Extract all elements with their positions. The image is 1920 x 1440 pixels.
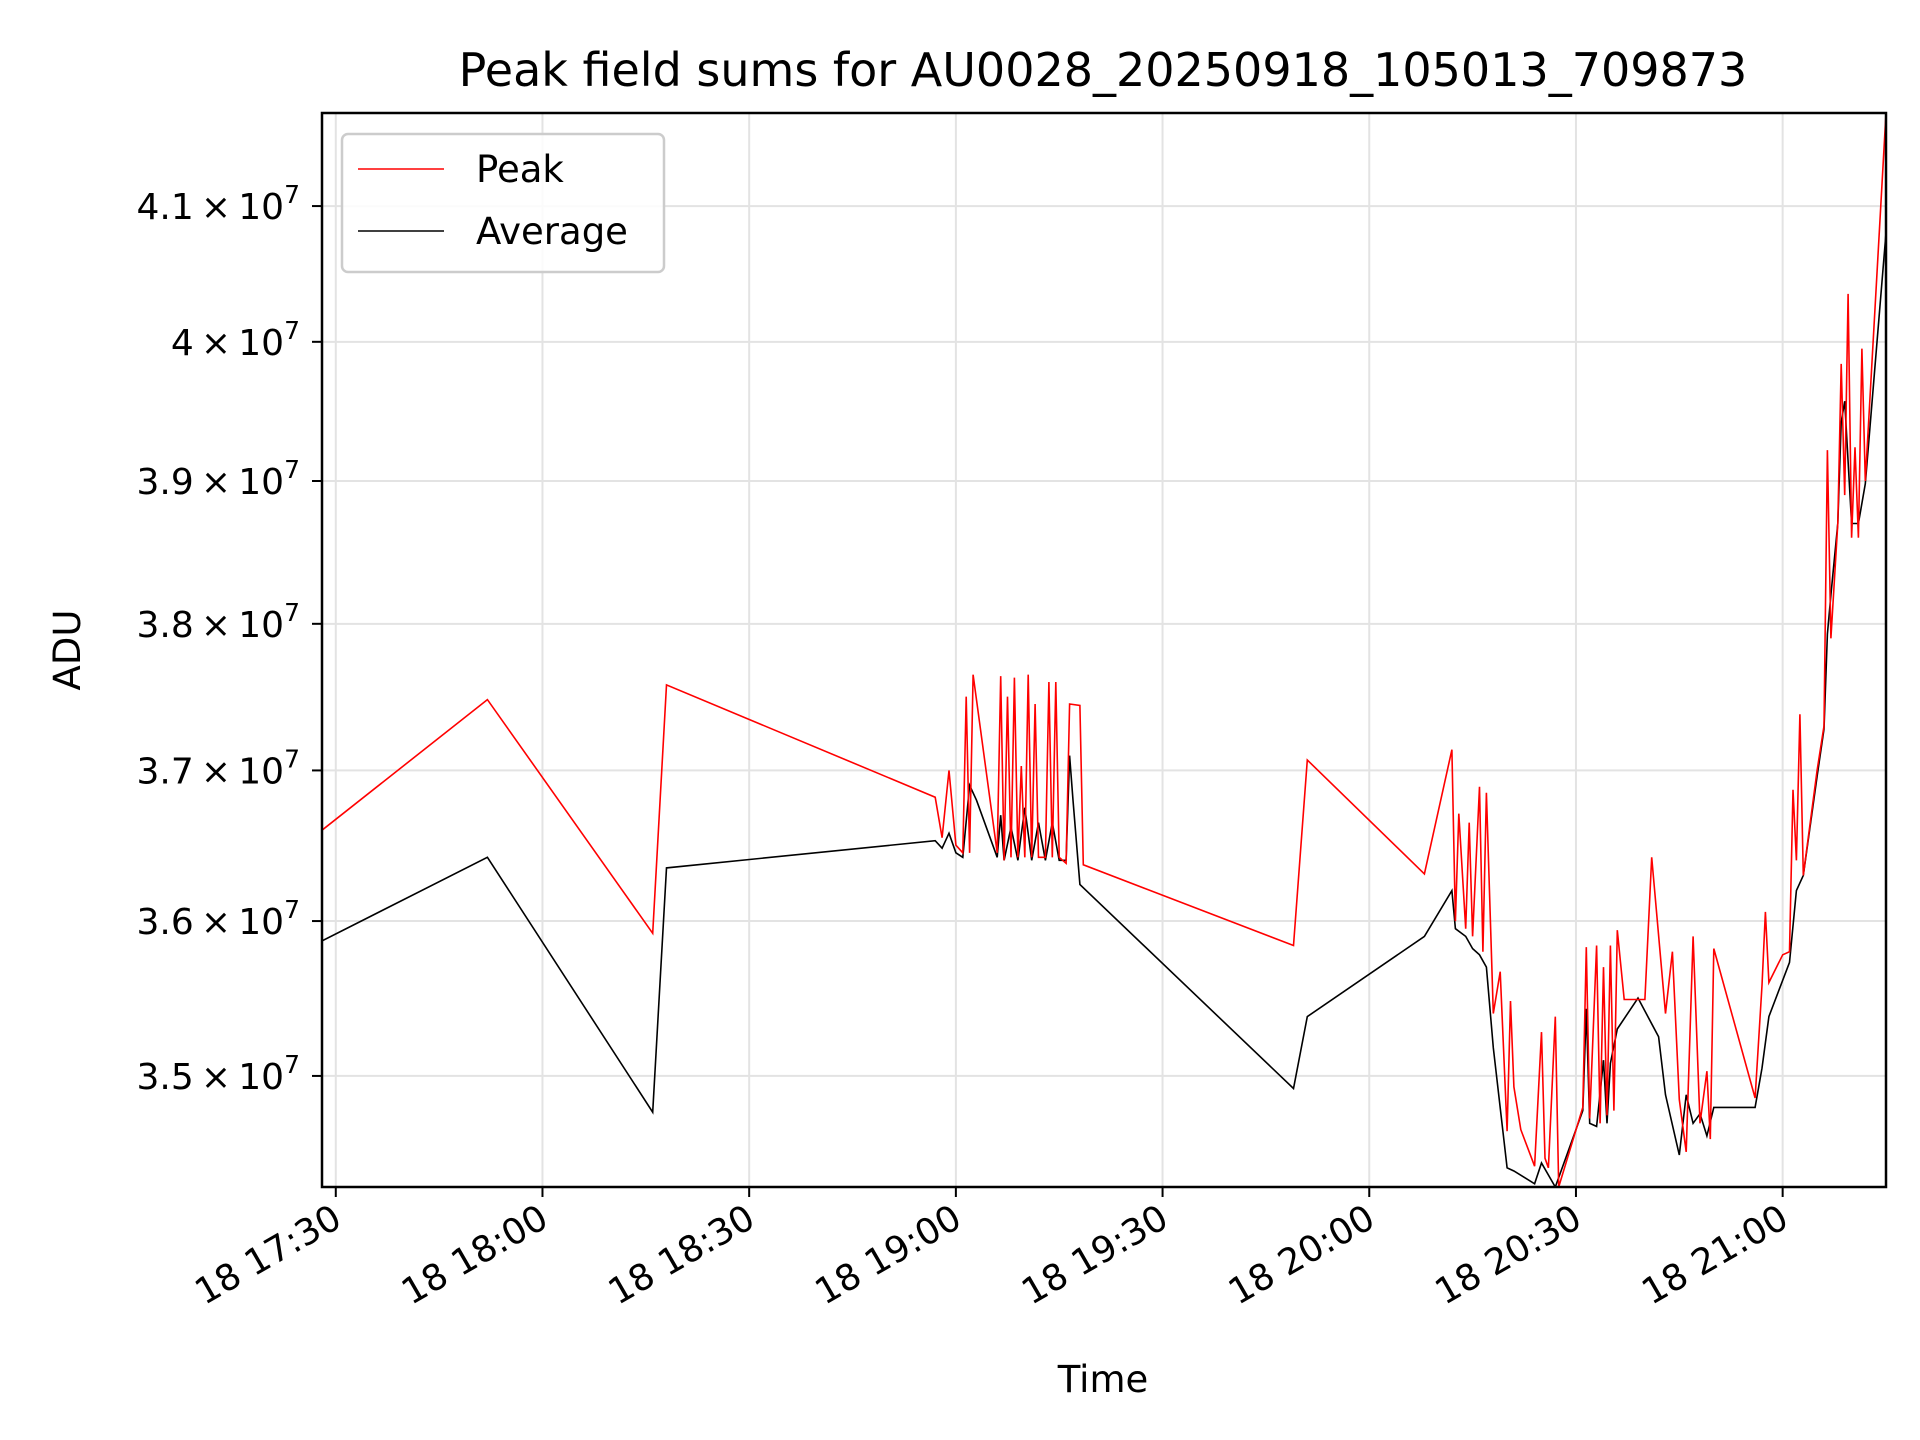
plot-area bbox=[322, 113, 1886, 1187]
series-line-peak bbox=[322, 113, 1886, 1187]
y-tick-label: 3.9 × 107 bbox=[136, 455, 300, 503]
x-axis-label: Time bbox=[1057, 1358, 1149, 1401]
legend-label-peak: Peak bbox=[476, 148, 564, 191]
chart-title: Peak field sums for AU0028_20250918_1050… bbox=[459, 43, 1748, 97]
y-tick-label: 3.8 × 107 bbox=[136, 598, 300, 646]
y-tick-label: 3.6 × 107 bbox=[136, 895, 300, 943]
series-line-average bbox=[322, 232, 1886, 1187]
legend-label-average: Average bbox=[476, 210, 628, 253]
y-tick-label: 4.1 × 107 bbox=[136, 180, 300, 228]
y-tick-label: 4 × 107 bbox=[171, 316, 300, 364]
y-axis: 3.5 × 107 3.6 × 107 3.7 × 107 3.8 × 107 3.9 … bbox=[136, 180, 322, 1098]
y-tick-label: 3.7 × 107 bbox=[136, 744, 300, 792]
y-axis-label: ADU bbox=[46, 610, 89, 691]
y-tick-label: 3.5 × 107 bbox=[136, 1050, 300, 1098]
plot-frame bbox=[320, 111, 1888, 1189]
grid-lines bbox=[322, 113, 1886, 1187]
legend: Peak Average bbox=[340, 132, 666, 274]
